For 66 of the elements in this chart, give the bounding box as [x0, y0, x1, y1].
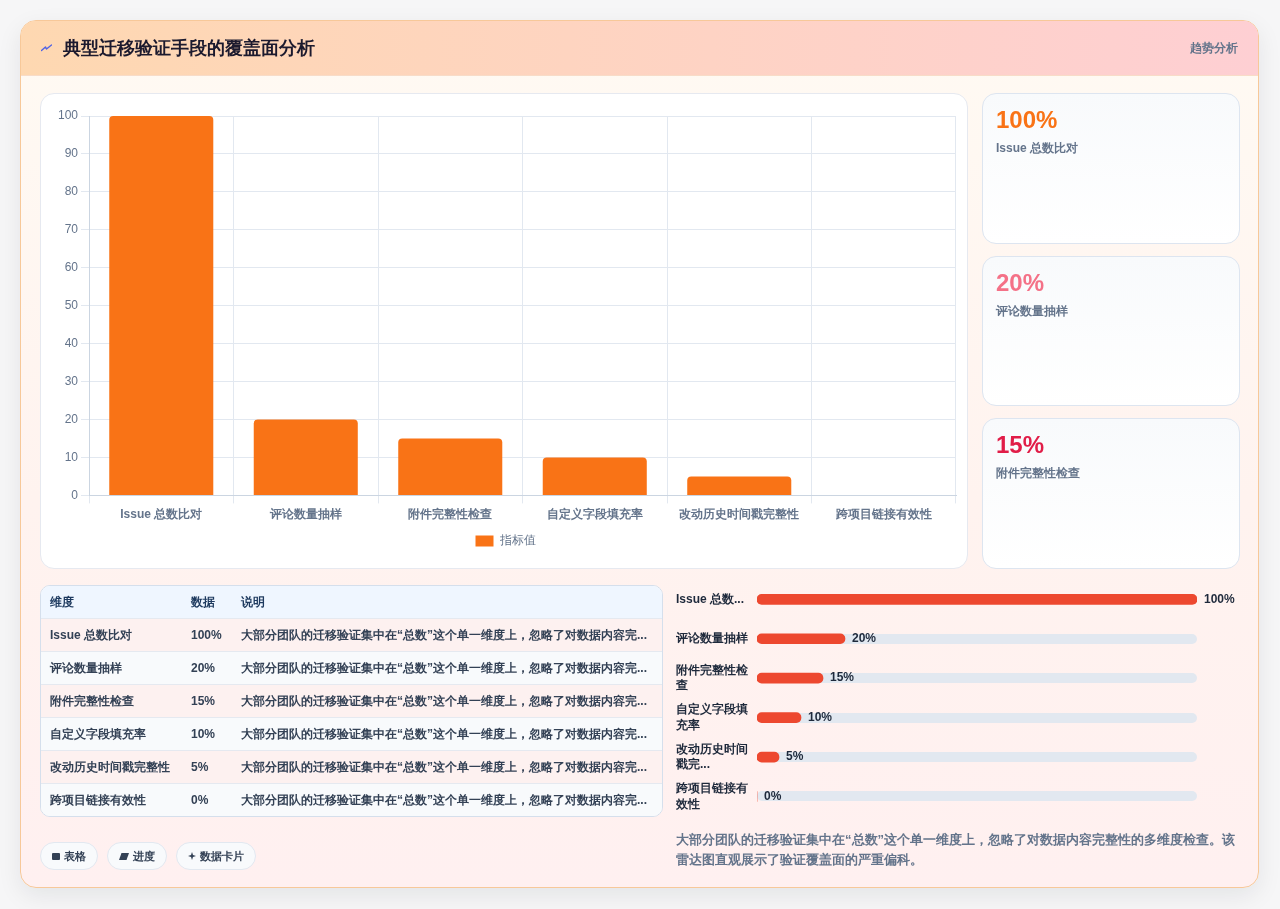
text: 数据卡片 — [200, 848, 244, 864]
y-tick-label: 跨项目链接有效性 — [675, 781, 748, 811]
category-label: 附件完整性检查 — [996, 465, 1080, 483]
data-label: 100% — [1204, 591, 1236, 606]
data-label: 20% — [852, 631, 877, 646]
data-label: 0% — [764, 788, 782, 803]
text: 大部分团队的迁移验证集中在“总数”这个单一维度上，忽略了对数据内容完... — [232, 618, 662, 652]
text: 表格 — [64, 848, 86, 864]
x-tick-label: 改动历史时间戳完整性 — [679, 506, 800, 521]
text: 15% — [996, 431, 1045, 459]
category-label: 评论数量抽样 — [50, 660, 122, 675]
category-label: Issue 总数比对 — [996, 140, 1079, 157]
text: 大部分团队的迁移验证集中在“总数”这个单一维度上，忽略了对数据内容完... — [232, 783, 662, 816]
y-tick-label: 100 — [57, 108, 79, 123]
y-tick-label: 附件完整性检查 — [675, 662, 749, 693]
x-tick-label: 跨项目链接有效性 — [834, 506, 932, 521]
text: 大部分团队的迁移验证集中在“总数”这个单一维度上，忽略了对数据内容完... — [232, 717, 662, 751]
text: 大部分团队的迁移验证集中在“总数”这个单一维度上，忽略了对数据内容完... — [232, 651, 662, 685]
text: 5% — [191, 760, 209, 774]
y-tick-label: 60 — [64, 260, 79, 275]
y-tick-label: 评论数量抽样 — [675, 631, 748, 646]
y-tick-label: 80 — [64, 184, 79, 199]
y-tick-label: 90 — [64, 146, 79, 161]
y-tick-label: 20 — [64, 411, 79, 426]
category-label: 附件完整性检查 — [50, 693, 134, 708]
text: 10% — [191, 727, 216, 741]
bar — [757, 633, 846, 645]
text: 进度 — [133, 848, 155, 864]
text: 15% — [191, 694, 216, 708]
category-label: 自定义字段填充率 — [50, 726, 146, 741]
y-tick-label: 70 — [64, 222, 79, 237]
x-tick-label: 评论数量抽样 — [268, 506, 342, 521]
y-tick-label: 40 — [64, 335, 79, 350]
text: 100% — [996, 106, 1058, 133]
text: 大部分团队的迁移验证集中在“总数”这个单一维度上，忽略了对数据内容完... — [232, 684, 662, 718]
text: 维度 — [41, 586, 182, 619]
y-tick-label: 0 — [71, 487, 79, 502]
data-label: 10% — [808, 709, 833, 724]
category-label: 改动历史时间戳完整性 — [50, 759, 170, 774]
y-tick-label: 30 — [64, 373, 79, 388]
text: 20% — [996, 268, 1045, 296]
text: 趋势分析 — [1190, 40, 1238, 57]
legend-label: 指标值 — [498, 533, 536, 548]
x-tick-label: Issue 总数比对 — [120, 506, 203, 521]
bar — [757, 672, 824, 684]
bar — [757, 712, 802, 723]
y-tick-label: 10 — [64, 449, 79, 464]
text: 大部分团队的迁移验证集中在“总数”这个单一维度上，忽略了对数据内容完... — [232, 750, 662, 784]
category-label: 评论数量抽样 — [996, 302, 1068, 320]
category-label: 跨项目链接有效性 — [50, 792, 146, 807]
text: 大部分团队的迁移验证集中在“总数”这个单一维度上，忽略了对数据内容完整性的多维度检查。该雷达图直观展示了验证覆盖面的严重偏科。 — [676, 831, 1236, 869]
data-label: 5% — [786, 749, 804, 764]
data-label: 15% — [830, 670, 855, 685]
text: 0% — [191, 793, 209, 807]
y-tick-label: 50 — [64, 298, 79, 313]
y-tick-label: 自定义字段填充率 — [675, 702, 748, 732]
y-tick-label: 改动历史时间戳完... — [675, 741, 748, 772]
text: 说明 — [232, 586, 662, 619]
x-tick-label: 自定义字段填充率 — [546, 506, 643, 521]
text: 20% — [191, 661, 216, 675]
text: 数据 — [182, 586, 232, 619]
text: 100% — [191, 628, 222, 642]
x-tick-label: 附件完整性检查 — [408, 506, 493, 521]
y-tick-label: Issue 总数... — [676, 591, 745, 606]
category-label: Issue 总数比对 — [50, 627, 133, 642]
chart-title: 典型迁移验证手段的覆盖面分析 — [63, 37, 315, 60]
